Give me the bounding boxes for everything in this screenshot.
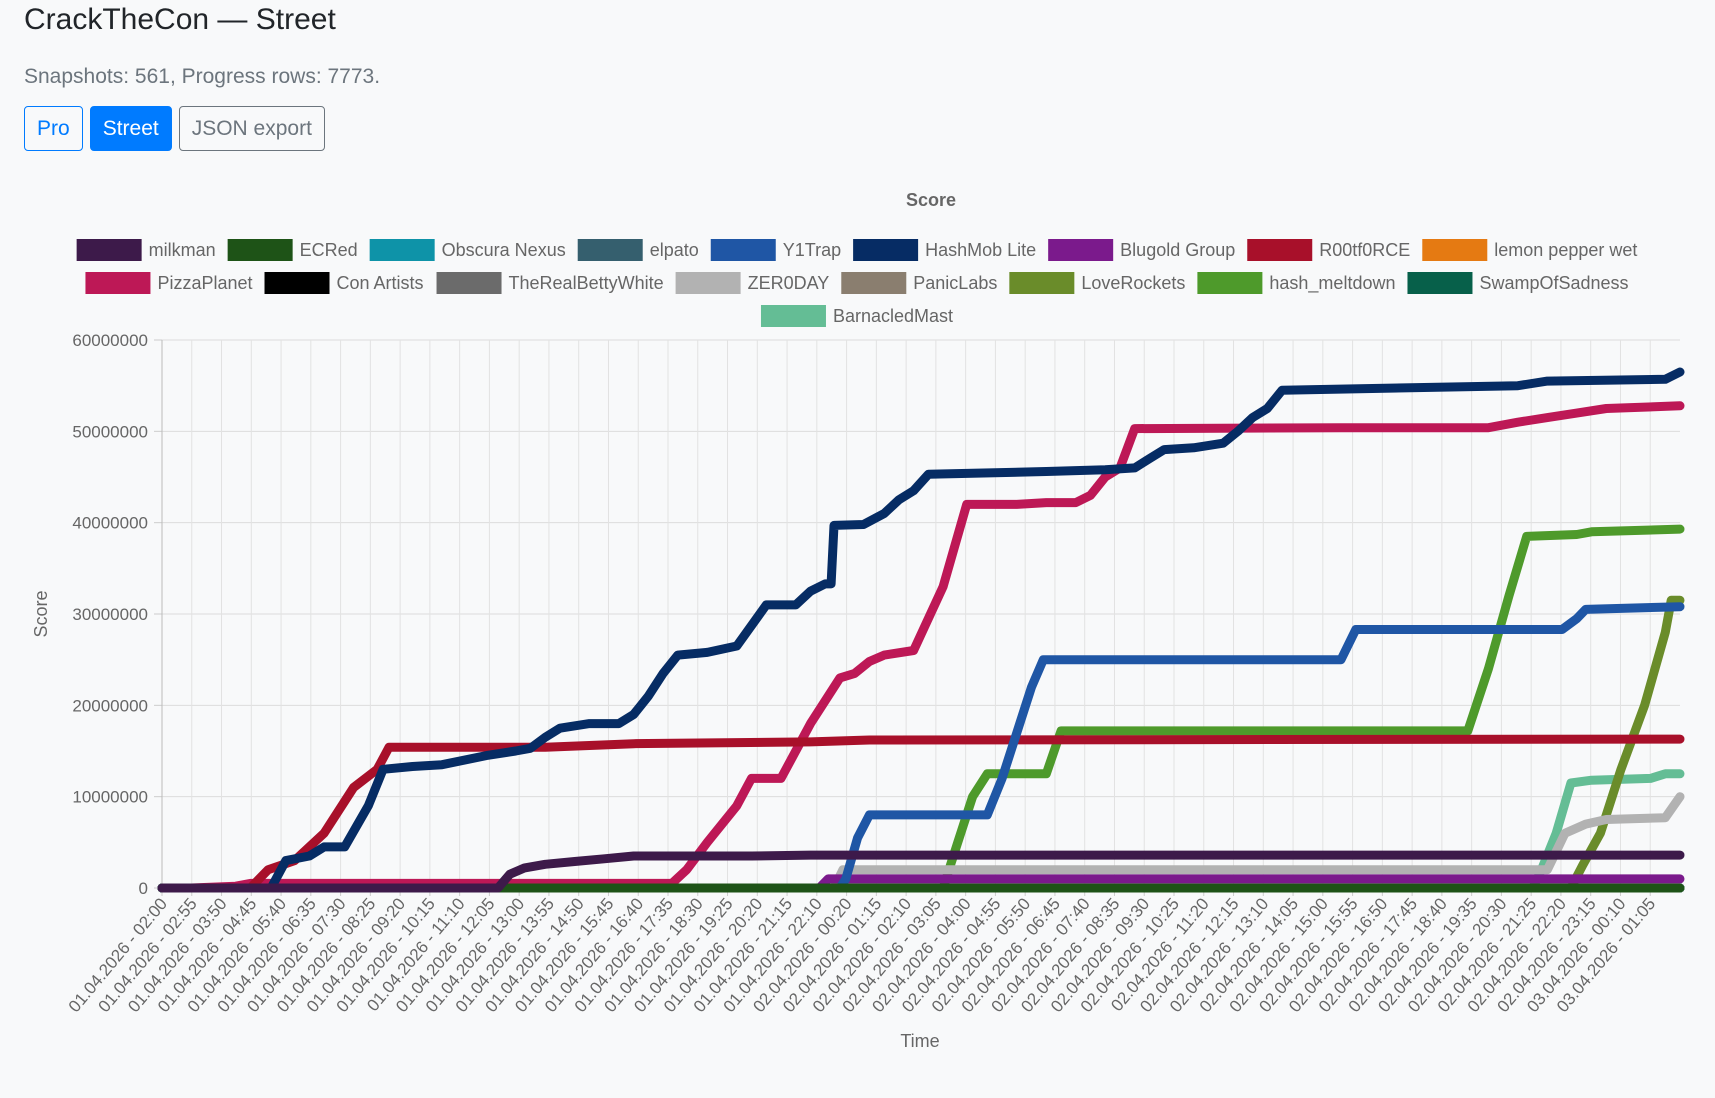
legend-swatch — [1009, 272, 1075, 294]
legend-swatch — [227, 239, 293, 261]
legend-label: PizzaPlanet — [157, 273, 252, 293]
legend-label: LoveRockets — [1081, 273, 1185, 293]
legend-swatch — [369, 239, 435, 261]
y-tick-label: 40000000 — [72, 514, 148, 533]
legend-label: PanicLabs — [913, 273, 997, 293]
page-subtitle: Snapshots: 561, Progress rows: 7773. — [24, 65, 381, 88]
y-tick-label: 30000000 — [72, 605, 148, 624]
chart-title: Score — [906, 190, 956, 210]
legend-label: lemon pepper wet — [1494, 240, 1637, 260]
y-tick-label: 10000000 — [72, 788, 148, 807]
legend-swatch — [76, 239, 142, 261]
street-button[interactable]: Street — [89, 106, 172, 151]
legend-swatch — [760, 305, 826, 327]
legend-swatch — [85, 272, 151, 294]
legend-label: HashMob Lite — [925, 240, 1036, 260]
legend-label: milkman — [149, 240, 216, 260]
legend-label: BarnacledMast — [833, 306, 953, 326]
series-line-r00tf0rce — [157, 734, 1685, 893]
legend-swatch — [853, 239, 919, 261]
legend-label: ECRed — [300, 240, 358, 260]
y-tick-label: 50000000 — [72, 422, 148, 441]
legend-label: hash_meltdown — [1269, 273, 1395, 294]
series-line-milkman — [157, 850, 1685, 893]
series-line-zer0day — [157, 792, 1685, 893]
series-line-pizzaplanet — [157, 401, 1685, 893]
legend-swatch — [264, 272, 330, 294]
pro-button[interactable]: Pro — [24, 106, 83, 151]
legend-swatch — [436, 272, 502, 294]
legend-label: Con Artists — [337, 273, 424, 293]
legend-label: ZER0DAY — [748, 273, 830, 293]
legend-swatch — [841, 272, 907, 294]
legend-swatch — [675, 272, 741, 294]
legend-swatch — [710, 239, 776, 261]
legend-swatch — [577, 239, 643, 261]
y-tick-label: 0 — [139, 879, 148, 898]
legend-label: Y1Trap — [783, 240, 841, 260]
series-line-hash-meltdown — [157, 524, 1685, 893]
legend-swatch — [1422, 239, 1488, 261]
legend-swatch — [1197, 272, 1263, 294]
page-title: CrackTheCon — Street — [24, 3, 336, 36]
legend-swatch — [1407, 272, 1473, 294]
view-toolbar: Pro Street JSON export — [24, 106, 325, 151]
legend-label: elpato — [650, 240, 699, 260]
legend-label: Obscura Nexus — [442, 240, 566, 260]
legend-label: Blugold Group — [1120, 240, 1235, 260]
y-tick-label: 60000000 — [72, 331, 148, 350]
y-tick-label: 20000000 — [72, 696, 148, 715]
legend-label: TheRealBettyWhite — [509, 273, 664, 293]
json-export-button[interactable]: JSON export — [178, 106, 325, 151]
legend-swatch — [1048, 239, 1114, 261]
series-line-hashmob-lite — [157, 367, 1685, 893]
y-axis-title: Score — [31, 590, 51, 637]
legend-label: R00tf0RCE — [1319, 240, 1410, 260]
legend-swatch — [1247, 239, 1313, 261]
x-axis-title: Time — [900, 1031, 939, 1051]
legend-label: SwampOfSadness — [1479, 273, 1628, 293]
